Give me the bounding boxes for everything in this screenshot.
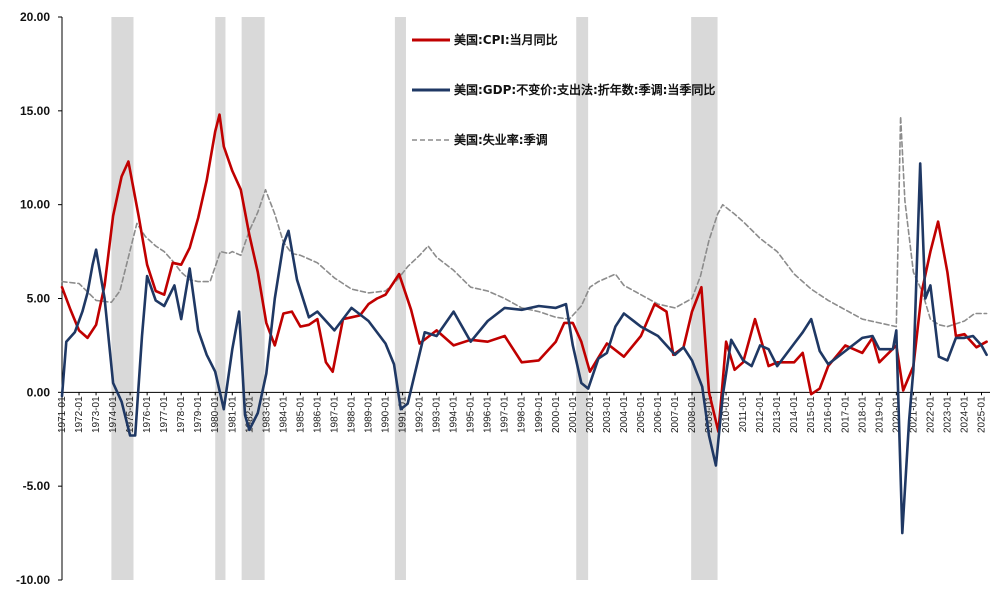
y-tick-label: 20.00 [20,10,50,24]
x-tick-label: 1998-01 [517,396,528,433]
x-tick-label: 2017-01 [840,396,851,433]
x-tick-label: 1994-01 [449,396,460,433]
legend-label: 美国:失业率:季调 [454,132,548,147]
x-tick-label: 2000-01 [551,396,562,433]
series-line-0 [60,113,988,433]
x-tick-label: 1982-01 [244,396,255,433]
x-tick-label: 2023-01 [942,396,953,433]
legend: 美国:CPI:当月同比美国:GDP:不变价:支出法:折年数:季调:当季同比美国:… [412,32,715,147]
x-tick-label: 2024-01 [959,396,970,433]
x-tick-label: 2013-01 [772,396,783,433]
y-tick-label: 10.00 [20,198,50,212]
x-tick-label: 2019-01 [874,396,885,433]
x-tick-label: 2007-01 [670,396,681,433]
x-tick-label: 1990-01 [381,396,392,433]
y-tick-label: 15.00 [20,104,50,118]
x-tick-label: 1984-01 [278,396,289,433]
x-tick-label: 2016-01 [823,396,834,433]
x-tick-label: 1987-01 [329,396,340,433]
x-tick-label: 1976-01 [142,396,153,433]
x-tick-label: 1988-01 [346,396,357,433]
y-tick-label: -5.00 [23,479,51,493]
x-tick-label: 2009-01 [704,396,715,433]
series-lines [60,113,988,535]
x-tick-label: 1995-01 [466,396,477,433]
x-tick-label: 2012-01 [755,396,766,433]
x-tick-label: 1993-01 [432,396,443,433]
recession-band [241,17,265,580]
x-tick-label: 2006-01 [653,396,664,433]
x-tick-label: 1986-01 [312,396,323,433]
recession-band [394,17,406,580]
x-tick-label: 1996-01 [483,396,494,433]
x-tick-label: 1983-01 [261,396,272,433]
x-tick-label: 2022-01 [925,396,936,433]
x-tick-label: 1972-01 [74,396,85,433]
recession-band [576,17,589,580]
x-tick-label: 1997-01 [500,396,511,433]
x-tick-label: 1985-01 [295,396,306,433]
x-tick-label: 2021-01 [908,396,919,433]
x-tick-label: 1974-01 [108,396,119,433]
recession-band [215,17,226,580]
x-tick-label: 1973-01 [91,396,102,433]
recession-band [111,17,134,580]
legend-label: 美国:GDP:不变价:支出法:折年数:季调:当季同比 [454,82,715,97]
y-tick-label: 0.00 [27,385,51,399]
x-tick-label: 1981-01 [227,396,238,433]
x-tick-label: 1971-01 [57,396,68,433]
x-tick-label: 2001-01 [568,396,579,433]
x-tick-label: 2014-01 [789,396,800,433]
x-tick-label: 2025-01 [976,396,987,433]
x-tick-label: 1999-01 [534,396,545,433]
x-tick-label: 2020-01 [891,396,902,433]
recession-bands [111,17,718,580]
axes [61,17,990,580]
x-tick-label: 1978-01 [176,396,187,433]
x-tick-label: 1979-01 [193,396,204,433]
series-line-1 [60,162,988,535]
x-tick-label: 2005-01 [636,396,647,433]
x-tick-label: 1989-01 [363,396,374,433]
series-line-2 [61,115,988,328]
x-tick-label: 2008-01 [687,396,698,433]
x-tick-label: 2018-01 [857,396,868,433]
x-tick-label: 2010-01 [721,396,732,433]
x-tick-label: 2004-01 [619,396,630,433]
y-tick-label: 5.00 [27,292,51,306]
x-tick-label: 1980-01 [210,396,221,433]
x-tick-label: 1975-01 [125,396,136,433]
x-tick-label: 1977-01 [159,396,170,433]
recession-band [691,17,718,580]
y-tick-label: -10.00 [16,573,50,587]
legend-label: 美国:CPI:当月同比 [454,32,558,47]
x-tick-labels: 1971-01 1972-01 1973-01 1974-01 1975-01 1976-… [57,392,987,433]
x-tick-label: 1992-01 [415,396,426,433]
x-tick-label: 2003-01 [602,396,613,433]
x-tick-label: 2002-01 [585,396,596,433]
x-tick-label: 2015-01 [806,396,817,433]
y-tick-labels: 20.00 15.00 10.00 5.00 0.00 -5.00 -10.00 [16,10,62,587]
x-tick-label: 1991-01 [398,396,409,433]
x-tick-label: 2011-01 [738,396,749,432]
